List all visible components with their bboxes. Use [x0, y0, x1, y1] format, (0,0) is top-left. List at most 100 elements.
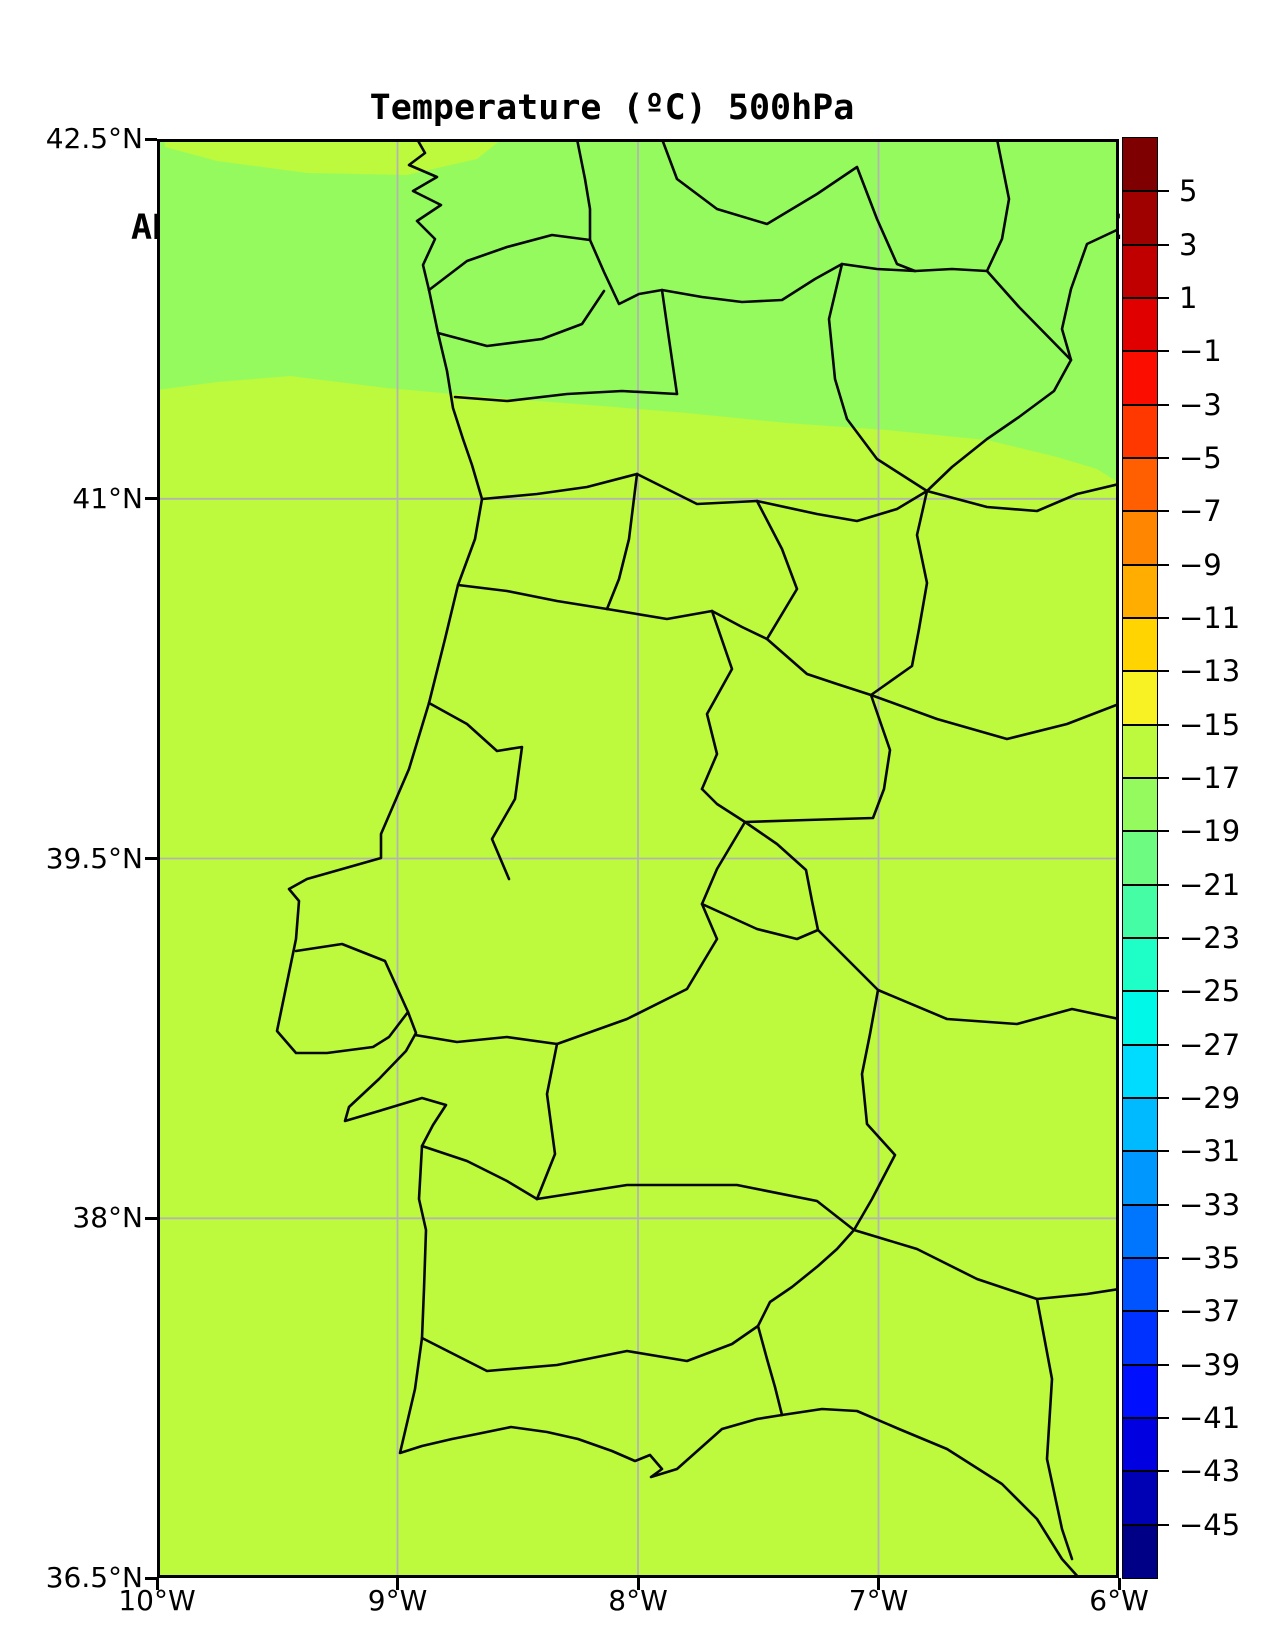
colorbar-segment [1123, 1417, 1157, 1472]
admin-boundaries [275, 139, 1119, 1578]
colorbar-segment [1123, 991, 1157, 1045]
colorbar-segment [1123, 617, 1157, 672]
colorbar-segment [1123, 1204, 1157, 1258]
colorbar-tick-mark [1123, 563, 1169, 566]
temperature-map-svg [157, 139, 1119, 1578]
colorbar-tick-mark [1123, 190, 1169, 193]
colorbar-tick-label: 5 [1179, 174, 1198, 209]
colorbar-segment [1123, 1471, 1157, 1525]
colorbar-tick-label: −23 [1179, 921, 1241, 955]
graticule-gridlines [157, 139, 1119, 1578]
colorbar-segment [1123, 1151, 1157, 1205]
colorbar-tick-mark [1123, 1257, 1169, 1259]
colorbar-tick-label: −1 [1179, 334, 1222, 369]
colorbar-segment [1123, 297, 1157, 352]
lat-tick-mark [145, 1216, 157, 1220]
lat-tick-mark [145, 1576, 157, 1580]
colorbar-tick-mark [1123, 1150, 1169, 1153]
colorbar-tick-label: −43 [1179, 1454, 1241, 1489]
colorbar-segment [1123, 831, 1157, 885]
colorbar-segment [1123, 1364, 1157, 1418]
colorbar-segment [1123, 884, 1157, 938]
colorbar-segment [1123, 777, 1157, 832]
colorbar-segment [1123, 191, 1157, 245]
colorbar-segment [1123, 1524, 1157, 1578]
colorbar-segment [1123, 671, 1157, 725]
colorbar-segment [1123, 564, 1157, 618]
colorbar-tick-label: −29 [1179, 1081, 1241, 1115]
colorbar-tick-mark [1123, 830, 1169, 833]
colorbar-tick-label: −39 [1179, 1347, 1241, 1382]
colorbar-tick-mark [1123, 883, 1169, 886]
lat-tick-mark [145, 137, 157, 141]
colorbar-tick-label: −31 [1179, 1134, 1241, 1169]
colorbar-tick-mark [1123, 1310, 1169, 1313]
colorbar-tick-mark [1123, 1417, 1169, 1419]
colorbar-tick-mark [1123, 777, 1169, 779]
colorbar-tick-label: −21 [1179, 867, 1241, 902]
colorbar-tick-mark [1123, 990, 1169, 993]
colorbar-tick-label: −25 [1179, 974, 1241, 1009]
colorbar-segment [1123, 138, 1157, 192]
colorbar-tick-mark [1123, 457, 1169, 459]
colorbar-tick-mark [1123, 403, 1169, 406]
colorbar-tick-label: −3 [1179, 387, 1222, 422]
colorbar-segment [1123, 1257, 1157, 1312]
colorbar-tick-label: −35 [1179, 1241, 1241, 1275]
lon-tick-mark [877, 1578, 880, 1590]
map-plot-area [157, 139, 1119, 1578]
colorbar-tick-mark [1123, 1203, 1169, 1206]
map-frame [157, 139, 1119, 1578]
lon-tick-mark [636, 1578, 640, 1590]
lat-tick-label: 41°N [72, 481, 143, 515]
colorbar-segment [1123, 351, 1157, 405]
colorbar-tick-label: −19 [1179, 814, 1241, 849]
colorbar [1122, 137, 1158, 1579]
lon-tick-mark [1117, 1578, 1121, 1590]
colorbar-tick-mark [1123, 1363, 1169, 1366]
colorbar-tick-mark [1123, 1043, 1169, 1046]
colorbar-segment [1123, 457, 1157, 512]
lon-tick-mark [396, 1578, 399, 1590]
colorbar-tick-label: −15 [1179, 707, 1241, 742]
colorbar-tick-mark [1123, 937, 1169, 939]
lat-tick-label: 39.5°N [45, 841, 143, 875]
colorbar-tick-label: −45 [1179, 1507, 1241, 1542]
colorbar-tick-label: −17 [1179, 761, 1241, 795]
temperature-fill-top-sliver [165, 139, 502, 175]
colorbar-tick-label: −11 [1179, 601, 1241, 635]
colorbar-tick-mark [1123, 350, 1169, 353]
colorbar-segment [1123, 937, 1157, 992]
colorbar-tick-mark [1123, 297, 1169, 299]
colorbar-segment [1123, 404, 1157, 458]
colorbar-tick-label: −37 [1179, 1294, 1241, 1329]
colorbar-segment [1123, 244, 1157, 298]
lat-tick-mark [145, 497, 157, 501]
lat-tick-label: 42.5°N [45, 122, 143, 155]
colorbar-tick-mark [1123, 243, 1169, 246]
colorbar-tick-label: −7 [1179, 494, 1222, 529]
lon-tick-mark [155, 1578, 159, 1590]
colorbar-tick-mark [1123, 1097, 1169, 1099]
colorbar-tick-mark [1123, 723, 1169, 726]
colorbar-tick-mark [1123, 617, 1169, 619]
colorbar-tick-mark [1123, 510, 1169, 513]
colorbar-tick-label: 3 [1179, 227, 1198, 262]
colorbar-tick-mark [1123, 1523, 1169, 1526]
colorbar-segment [1123, 1097, 1157, 1152]
colorbar-tick-label: −41 [1179, 1401, 1241, 1435]
colorbar-segment [1123, 724, 1157, 778]
colorbar-tick-label: −5 [1179, 441, 1222, 475]
colorbar-segment [1123, 1044, 1157, 1098]
colorbar-tick-label: −33 [1179, 1187, 1241, 1222]
colorbar-tick-label: −9 [1179, 547, 1222, 582]
colorbar-tick-mark [1123, 670, 1169, 673]
lat-tick-label: 36.5°N [45, 1561, 143, 1594]
colorbar-segment [1123, 511, 1157, 565]
lat-tick-mark [145, 857, 157, 860]
colorbar-segment [1123, 1311, 1157, 1365]
colorbar-tick-label: 1 [1179, 281, 1198, 315]
colorbar-tick-label: −13 [1179, 654, 1241, 689]
lat-tick-label: 38°N [72, 1201, 143, 1235]
